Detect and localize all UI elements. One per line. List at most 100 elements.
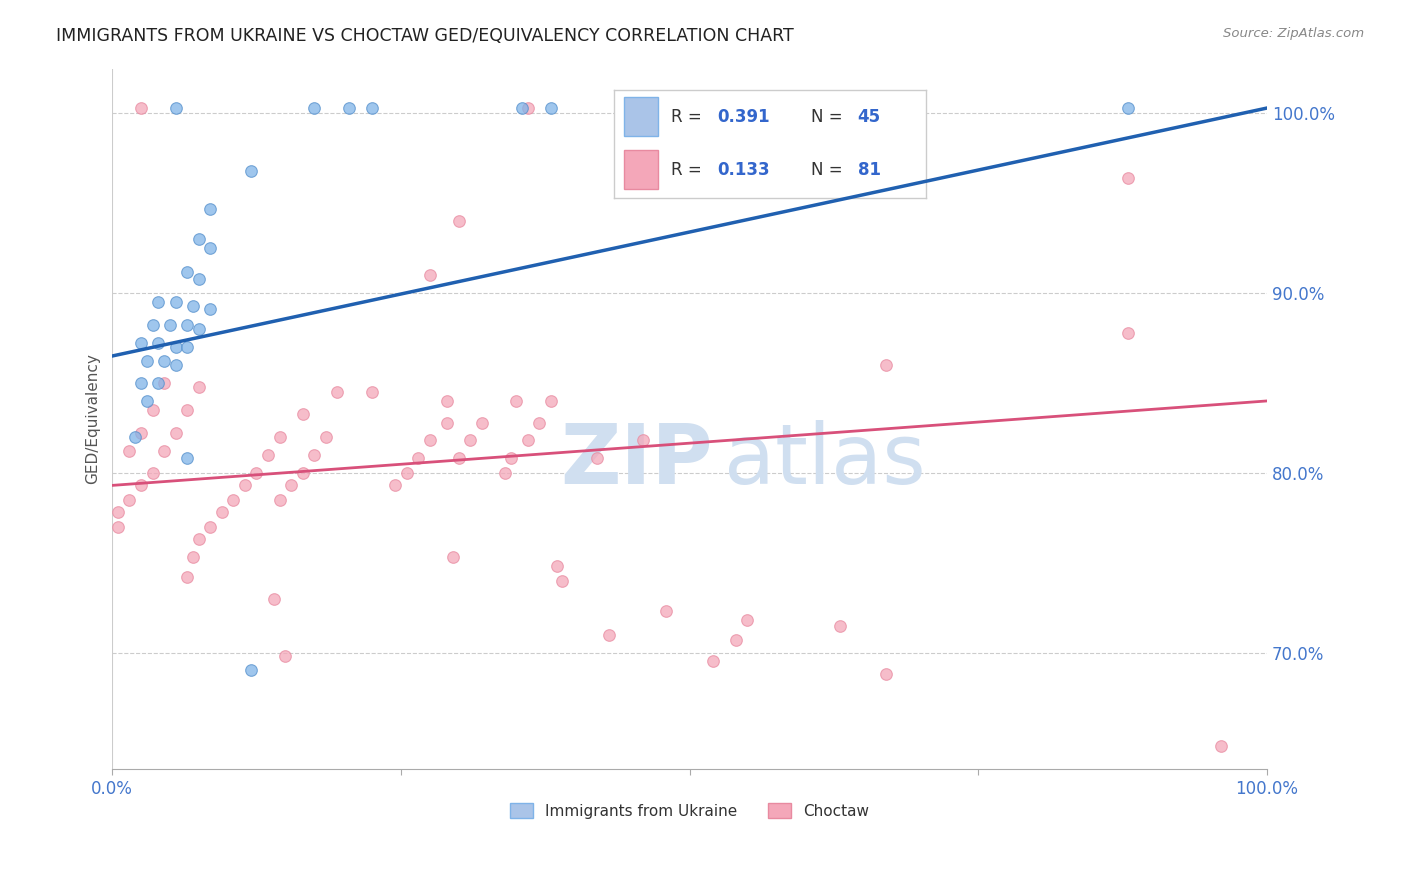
Point (135, 354, 157, 368)
Point (181, 550, 204, 565)
Point (181, 299, 204, 313)
Point (886, 101, 908, 115)
Point (176, 403, 198, 417)
Point (176, 570, 198, 584)
Point (165, 358, 187, 372)
Point (419, 268, 441, 282)
Point (153, 354, 176, 368)
Point (153, 376, 176, 390)
Point (540, 101, 562, 115)
Point (361, 101, 384, 115)
Point (257, 448, 280, 462)
Point (129, 478, 152, 492)
Point (165, 426, 187, 441)
Point (153, 444, 176, 458)
Point (233, 478, 256, 492)
Text: atlas: atlas (724, 420, 927, 501)
Point (395, 466, 418, 480)
Point (510, 101, 533, 115)
Point (384, 478, 406, 492)
Point (302, 448, 325, 462)
Point (269, 430, 291, 444)
Point (291, 407, 314, 421)
Point (165, 295, 187, 310)
Point (516, 101, 538, 115)
Point (598, 627, 620, 641)
Point (499, 451, 522, 466)
Point (176, 318, 198, 333)
Point (159, 318, 181, 333)
Point (245, 466, 267, 480)
Point (724, 184, 747, 198)
Point (118, 444, 141, 458)
Point (187, 322, 209, 336)
Point (141, 403, 163, 417)
Point (586, 451, 609, 466)
Point (187, 272, 209, 286)
Point (315, 430, 337, 444)
Point (239, 164, 262, 178)
Point (875, 667, 897, 681)
Point (239, 664, 262, 678)
Point (505, 393, 527, 408)
Point (1118, 171, 1140, 186)
Legend: Immigrants from Ukraine, Choctaw: Immigrants from Ukraine, Choctaw (503, 797, 875, 825)
Point (187, 232, 209, 246)
Point (447, 451, 470, 466)
Point (280, 478, 302, 492)
Point (129, 336, 152, 351)
Point (436, 393, 458, 408)
Point (200, 519, 222, 533)
Point (337, 101, 360, 115)
Point (141, 318, 163, 333)
Point (176, 451, 198, 466)
Point (148, 336, 170, 351)
Point (165, 101, 187, 115)
Point (441, 550, 464, 565)
Point (187, 379, 209, 393)
Point (875, 358, 897, 372)
Point (458, 434, 481, 448)
Point (633, 434, 655, 448)
Point (148, 295, 170, 310)
Point (129, 376, 152, 390)
Point (326, 384, 349, 399)
Point (200, 302, 222, 317)
Text: ZIP: ZIP (560, 420, 713, 501)
Point (222, 492, 245, 507)
Point (1118, 326, 1140, 340)
Point (361, 384, 384, 399)
Point (263, 591, 285, 606)
Point (702, 655, 724, 669)
Y-axis label: GED/Equivalency: GED/Equivalency (86, 353, 100, 484)
Point (302, 101, 325, 115)
Point (124, 430, 146, 444)
Point (1209, 739, 1232, 753)
Point (200, 202, 222, 216)
Point (107, 505, 129, 519)
Point (118, 492, 141, 507)
Point (546, 559, 568, 574)
Point (436, 416, 458, 430)
Point (135, 393, 157, 408)
Point (540, 393, 562, 408)
Point (269, 492, 291, 507)
Point (148, 376, 170, 390)
Text: Source: ZipAtlas.com: Source: ZipAtlas.com (1223, 27, 1364, 40)
Point (141, 466, 163, 480)
Point (529, 416, 551, 430)
Point (165, 340, 187, 354)
Point (187, 533, 209, 547)
Point (494, 466, 516, 480)
Point (447, 214, 470, 228)
Point (471, 416, 494, 430)
Point (828, 618, 851, 632)
Point (129, 101, 152, 115)
Point (211, 505, 233, 519)
Point (724, 632, 747, 647)
Point (655, 604, 678, 618)
Point (1118, 101, 1140, 115)
Point (176, 340, 198, 354)
Point (516, 434, 538, 448)
Point (419, 434, 441, 448)
